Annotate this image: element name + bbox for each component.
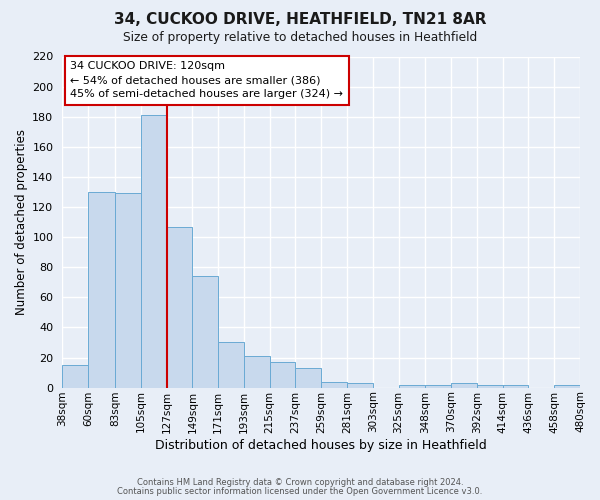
Text: Contains HM Land Registry data © Crown copyright and database right 2024.: Contains HM Land Registry data © Crown c… <box>137 478 463 487</box>
Bar <box>503 384 529 388</box>
Text: 34 CUCKOO DRIVE: 120sqm
← 54% of detached houses are smaller (386)
45% of semi-d: 34 CUCKOO DRIVE: 120sqm ← 54% of detache… <box>70 62 343 100</box>
Bar <box>218 342 244 388</box>
Bar <box>295 368 321 388</box>
Bar <box>451 383 477 388</box>
Bar <box>88 192 115 388</box>
Bar <box>321 382 347 388</box>
Bar <box>425 384 451 388</box>
Bar <box>477 384 503 388</box>
Bar <box>193 276 218 388</box>
Text: Size of property relative to detached houses in Heathfield: Size of property relative to detached ho… <box>123 31 477 44</box>
Bar <box>270 362 295 388</box>
Y-axis label: Number of detached properties: Number of detached properties <box>15 129 28 315</box>
Bar <box>62 365 88 388</box>
Bar <box>398 384 425 388</box>
X-axis label: Distribution of detached houses by size in Heathfield: Distribution of detached houses by size … <box>155 440 487 452</box>
Bar <box>141 115 167 388</box>
Text: Contains public sector information licensed under the Open Government Licence v3: Contains public sector information licen… <box>118 487 482 496</box>
Bar <box>115 194 141 388</box>
Bar <box>347 383 373 388</box>
Bar <box>244 356 270 388</box>
Text: 34, CUCKOO DRIVE, HEATHFIELD, TN21 8AR: 34, CUCKOO DRIVE, HEATHFIELD, TN21 8AR <box>114 12 486 28</box>
Bar <box>554 384 580 388</box>
Bar <box>167 226 193 388</box>
